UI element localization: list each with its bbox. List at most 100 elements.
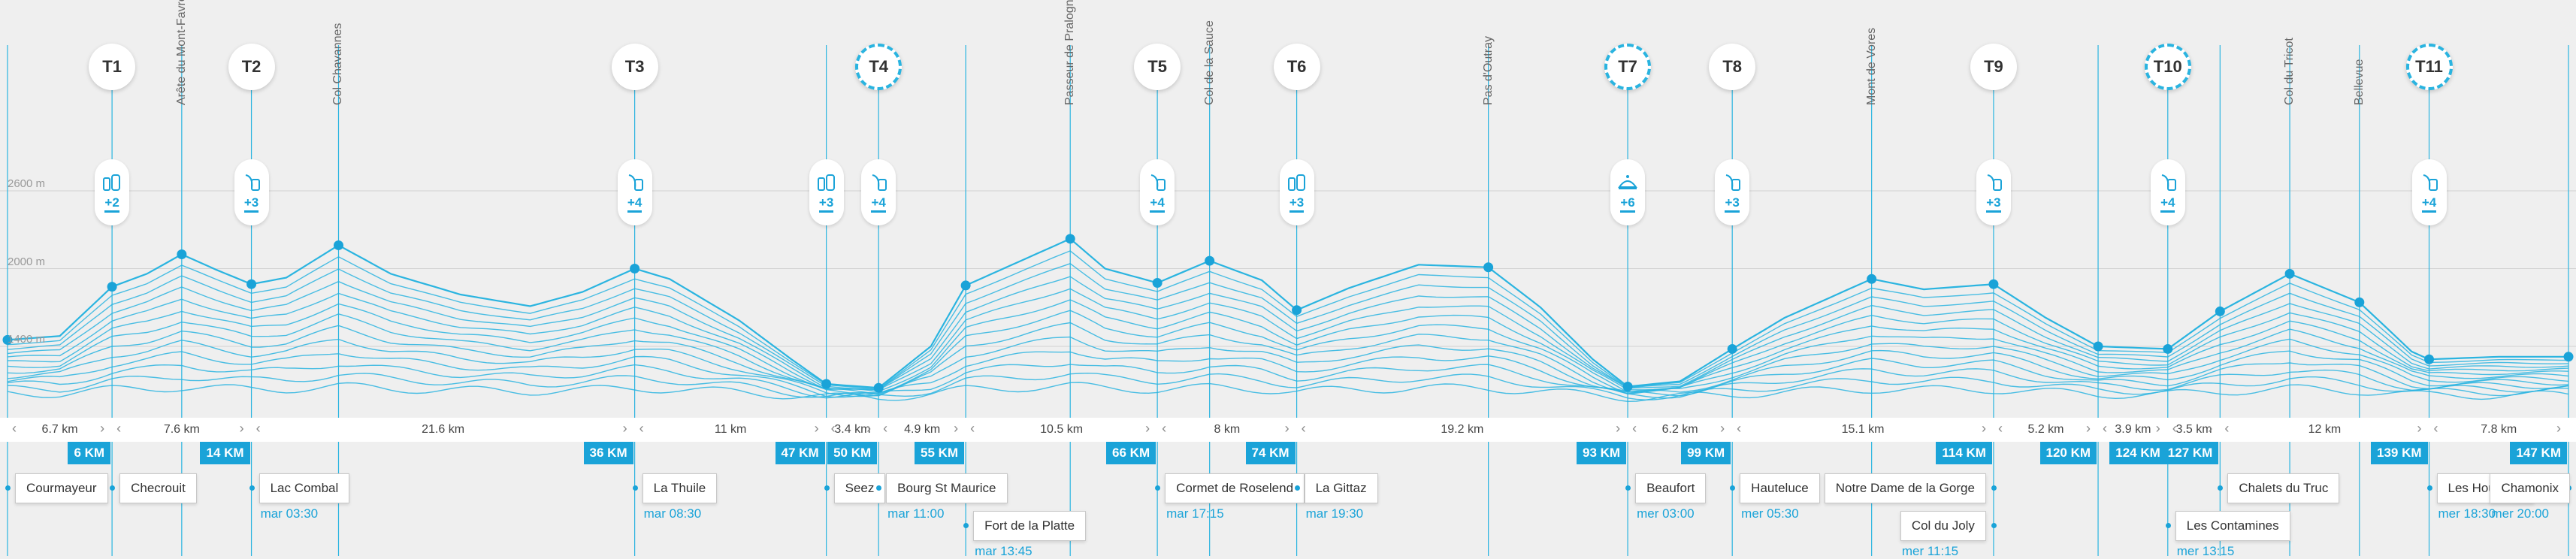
services-count: +2 <box>104 196 119 213</box>
segment-distance: 12 km <box>2308 423 2342 436</box>
place-dot <box>110 485 116 491</box>
waypoint-dot <box>1727 343 1737 354</box>
place-label[interactable]: La Gittaz <box>1304 473 1378 503</box>
km-marker: 6 KM <box>68 442 111 464</box>
food-icon <box>1987 174 2002 191</box>
waypoint-dot <box>630 264 640 273</box>
waypoint-dot <box>2424 354 2435 364</box>
services-pill[interactable]: +6 <box>1610 159 1646 225</box>
waypoint-dot <box>2215 306 2225 316</box>
place-label[interactable]: Les Contamines <box>2175 511 2290 541</box>
place-dot <box>2165 523 2171 528</box>
chevron-left-icon: ‹ <box>1632 421 1637 436</box>
services-pill[interactable]: +3 <box>1976 159 2011 225</box>
km-marker: 93 KM <box>1577 442 1627 464</box>
services-pill[interactable]: +3 <box>1279 159 1314 225</box>
refuge-badge[interactable]: T3 <box>611 44 658 90</box>
segment-distance: 6.7 km <box>41 423 78 436</box>
refuge-badge[interactable]: T9 <box>1970 44 2017 90</box>
place-label[interactable]: Chamonix <box>2490 473 2570 503</box>
km-marker: 99 KM <box>1681 442 1731 464</box>
place-label[interactable]: Hauteluce <box>1740 473 1820 503</box>
refuge-badge[interactable]: T7 <box>1604 44 1652 90</box>
place-dot <box>1155 485 1161 491</box>
chevron-left-icon: ‹ <box>116 421 122 436</box>
place-label[interactable]: La Thuile <box>642 473 718 503</box>
chevron-left-icon: ‹ <box>830 421 836 436</box>
place-label[interactable]: Checrouit <box>119 473 197 503</box>
services-pill[interactable]: +3 <box>1715 159 1750 225</box>
waypoint-dot <box>2563 352 2574 362</box>
food-icon <box>628 174 643 191</box>
water-icon <box>817 174 835 191</box>
meal-icon <box>1618 175 1637 189</box>
food-icon <box>2423 174 2438 191</box>
refuge-badge[interactable]: T5 <box>1134 44 1181 90</box>
place-label[interactable]: Lac Combal <box>259 473 350 503</box>
place-label[interactable]: Beaufort <box>1635 473 1707 503</box>
place-time: mer 20:00 <box>2491 506 2549 521</box>
refuge-badge[interactable]: T11 <box>2405 44 2453 90</box>
km-marker: 127 KM <box>2161 442 2219 464</box>
services-pill[interactable]: +4 <box>617 159 652 225</box>
waypoint-dot <box>960 280 971 291</box>
waypoint-dot <box>1065 234 1075 244</box>
food-icon <box>1150 174 1166 191</box>
services-pill[interactable]: +4 <box>2150 159 2185 225</box>
refuge-badge[interactable]: T10 <box>2144 44 2191 90</box>
place-dot <box>249 485 255 491</box>
place-time: mar 19:30 <box>1305 506 1364 521</box>
segment-distance: 19.2 km <box>1441 423 1484 436</box>
refuge-badge[interactable]: T8 <box>1709 44 1756 90</box>
place-label[interactable]: Cormet de Roselend <box>1165 473 1305 503</box>
refuge-badge[interactable]: T1 <box>89 44 136 90</box>
profile-contour-line <box>7 372 2569 400</box>
place-label[interactable]: Notre Dame de la Gorge <box>1824 473 1986 503</box>
profile-contour-line <box>7 263 2569 391</box>
services-pill[interactable]: +4 <box>2411 159 2447 225</box>
waypoint-dot <box>1867 273 1877 284</box>
chevron-right-icon: › <box>2556 421 2561 436</box>
services-count: +3 <box>243 196 259 213</box>
services-pill[interactable]: +4 <box>1140 159 1175 225</box>
waypoint-dot <box>1205 255 1215 266</box>
place-dot <box>824 485 830 491</box>
place-label[interactable]: Chalets du Truc <box>2227 473 2340 503</box>
km-marker: 120 KM <box>2039 442 2097 464</box>
chevron-right-icon: › <box>1720 421 1725 436</box>
food-icon <box>2161 174 2176 191</box>
refuge-badge[interactable]: T4 <box>855 44 903 90</box>
waypoint-dot <box>333 240 343 250</box>
segment-distance-bar <box>0 418 2576 442</box>
segment-distance: 4.9 km <box>904 423 941 436</box>
services-pill[interactable]: +3 <box>809 159 844 225</box>
chevron-right-icon: › <box>2155 421 2160 436</box>
place-label[interactable]: Seez <box>833 473 886 503</box>
services-pill[interactable]: +2 <box>95 159 130 225</box>
place-time: mar 17:15 <box>1166 506 1224 521</box>
services-count: +4 <box>871 196 886 213</box>
place-label[interactable]: Col du Joly <box>1900 511 1986 541</box>
place-label[interactable]: Fort de la Platte <box>973 511 1087 541</box>
chevron-right-icon: › <box>1145 421 1150 436</box>
services-pill[interactable]: +3 <box>234 159 269 225</box>
place-label[interactable]: Bourg St Maurice <box>886 473 1008 503</box>
waypoint-dot <box>177 249 187 260</box>
chevron-left-icon: ‹ <box>1997 421 2003 436</box>
profile-contour-line <box>7 336 2569 397</box>
segment-distance: 11 km <box>714 423 747 436</box>
waypoint-dot <box>1152 277 1163 288</box>
chevron-left-icon: ‹ <box>2433 421 2438 436</box>
refuge-badge[interactable]: T6 <box>1273 44 1320 90</box>
services-pill[interactable]: +4 <box>861 159 896 225</box>
chevron-left-icon: ‹ <box>2103 421 2108 436</box>
profile-contour-line <box>7 364 2569 399</box>
segment-distance: 7.8 km <box>2481 423 2517 436</box>
refuge-badge[interactable]: T2 <box>228 44 275 90</box>
services-count: +3 <box>818 196 834 213</box>
place-label[interactable]: Courmayeur <box>15 473 108 503</box>
chevron-right-icon: › <box>622 421 627 436</box>
waypoint-dot <box>2284 268 2295 279</box>
place-time: mar 03:30 <box>260 506 319 521</box>
